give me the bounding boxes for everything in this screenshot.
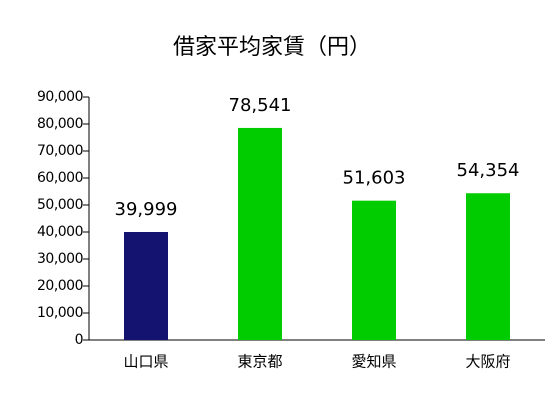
y-tick-label: 30,000 xyxy=(37,251,83,267)
y-tick-label: 20,000 xyxy=(37,278,83,294)
y-tick-label: 10,000 xyxy=(37,305,83,321)
y-tick-label: 40,000 xyxy=(37,224,83,240)
x-tick-label: 大阪府 xyxy=(465,353,510,371)
y-tick-label: 60,000 xyxy=(37,170,83,186)
value-label: 78,541 xyxy=(229,95,292,116)
value-label: 39,999 xyxy=(115,199,178,220)
x-tick-label: 愛知県 xyxy=(351,353,396,371)
value-label: 54,354 xyxy=(457,160,520,181)
bar xyxy=(238,127,282,340)
chart-title: 借家平均家賃（円） xyxy=(173,35,371,60)
bar xyxy=(466,193,510,340)
x-tick-label: 山口県 xyxy=(123,353,168,371)
y-tick-label: 50,000 xyxy=(37,197,83,213)
value-label: 51,603 xyxy=(343,168,406,189)
x-tick-label: 東京都 xyxy=(237,353,282,371)
bar xyxy=(124,232,168,340)
y-tick-label: 0 xyxy=(75,332,83,348)
y-tick-label: 90,000 xyxy=(37,89,83,105)
y-tick-label: 70,000 xyxy=(37,143,83,159)
y-tick-label: 80,000 xyxy=(37,116,83,132)
bar xyxy=(352,200,396,340)
